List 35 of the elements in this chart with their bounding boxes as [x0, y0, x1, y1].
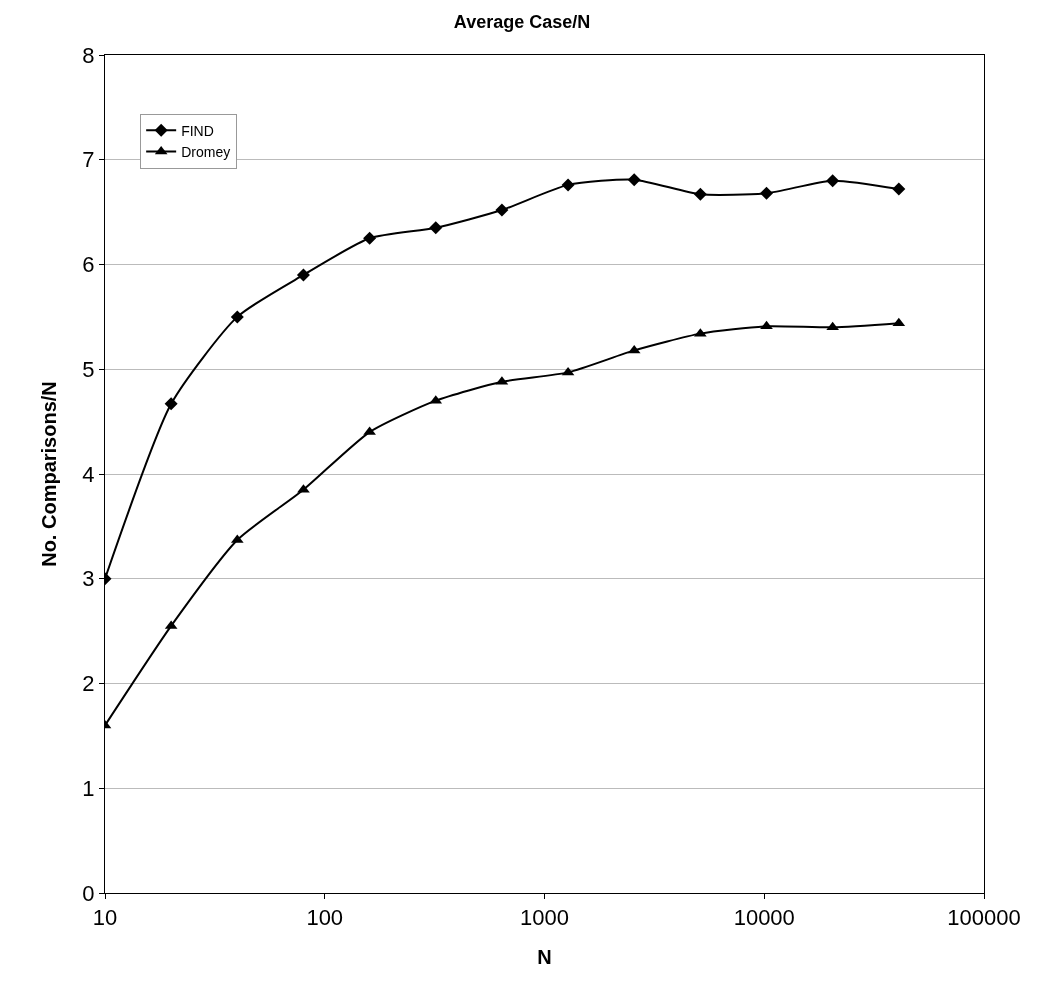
- point: [363, 231, 377, 245]
- x-tick-label: 10000: [733, 905, 795, 931]
- y-tick-label: 4: [82, 461, 95, 487]
- point: [164, 397, 178, 411]
- point: [230, 310, 244, 324]
- x-tick-label: 100: [306, 905, 344, 931]
- y-tick-label: 1: [82, 775, 95, 801]
- point: [826, 321, 840, 331]
- legend-label: Dromey: [181, 143, 231, 160]
- x-tick-label: 1000: [520, 905, 569, 931]
- y-tick-label: 8: [82, 42, 95, 68]
- x-tick-label: 10: [92, 905, 118, 931]
- y-tick-label: 3: [82, 566, 95, 592]
- y-tick-label: 5: [82, 356, 95, 382]
- point: [429, 221, 443, 235]
- legend-label: FIND: [181, 122, 214, 139]
- x-axis-title: N: [537, 945, 552, 968]
- point: [561, 178, 575, 192]
- point: [627, 173, 641, 187]
- y-tick-label: 0: [82, 880, 95, 906]
- point: [693, 187, 707, 201]
- point: [495, 203, 509, 217]
- point: [760, 186, 774, 200]
- point: [627, 344, 641, 354]
- point: [561, 366, 575, 376]
- y-tick-label: 2: [82, 671, 95, 697]
- x-tick-label: 100000: [947, 905, 1021, 931]
- point: [760, 320, 773, 330]
- point: [892, 182, 906, 196]
- y-tick-label: 7: [82, 147, 95, 173]
- point: [826, 174, 840, 188]
- y-axis-title: No. Comparisons/N: [37, 381, 60, 567]
- point: [296, 268, 310, 282]
- chart-title: Average Case/N: [453, 11, 591, 32]
- y-tick-label: 6: [82, 252, 95, 278]
